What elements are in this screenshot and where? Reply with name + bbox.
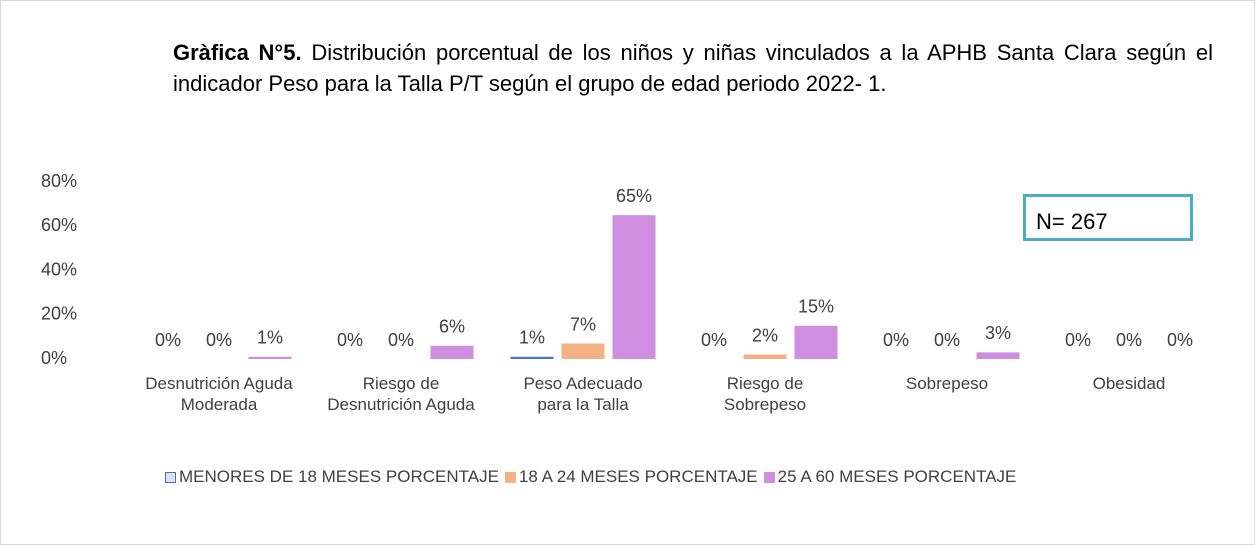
legend-swatch xyxy=(763,471,775,483)
legend-item: 25 A 60 MESES PORCENTAJE xyxy=(763,467,1017,487)
data-label: 0% xyxy=(155,330,181,350)
data-label: 6% xyxy=(439,316,465,336)
legend-label: MENORES DE 18 MESES PORCENTAJE xyxy=(179,467,499,486)
y-tick-label: 0% xyxy=(41,348,67,368)
chart-title-bold: Gràfica N°5. xyxy=(173,40,302,65)
data-label: 0% xyxy=(1116,330,1142,350)
data-label: 0% xyxy=(883,330,909,350)
chart-title: Distribución porcentual de los niños y n… xyxy=(173,40,1213,96)
x-tick-label: Sobrepeso xyxy=(905,374,989,393)
data-label: 0% xyxy=(337,330,363,350)
bar xyxy=(743,354,787,359)
x-tick-label: Desnutrición Aguda Moderada xyxy=(145,374,293,414)
data-label: 1% xyxy=(257,328,283,348)
x-tick-label: Riesgo de Sobrepeso xyxy=(723,374,807,414)
data-label: 0% xyxy=(934,330,960,350)
y-tick-label: 40% xyxy=(41,259,77,279)
bar xyxy=(430,345,474,359)
bar xyxy=(561,343,605,359)
data-label: 0% xyxy=(1167,330,1193,350)
legend: MENORES DE 18 MESES PORCENTAJE 18 A 24 ME… xyxy=(165,467,1045,487)
data-label: 7% xyxy=(570,314,596,334)
data-label: 65% xyxy=(616,186,652,206)
data-label: 0% xyxy=(388,330,414,350)
legend-swatch xyxy=(165,471,176,483)
y-tick-label: 20% xyxy=(41,304,77,324)
data-label: 3% xyxy=(985,323,1011,343)
x-tick-label: Peso Adecuado para la Talla xyxy=(523,374,643,414)
data-label: 0% xyxy=(701,330,727,350)
data-label: 0% xyxy=(1065,330,1091,350)
bar xyxy=(794,325,838,359)
legend-label: 18 A 24 MESES PORCENTAJE xyxy=(518,467,758,486)
data-label: 0% xyxy=(206,330,232,350)
bar xyxy=(612,215,656,359)
bar xyxy=(510,356,554,359)
x-tick-label: Riesgo de Desnutrición Aguda xyxy=(327,374,475,414)
y-tick-label: 60% xyxy=(41,215,77,235)
legend-label: 25 A 60 MESES PORCENTAJE xyxy=(777,467,1017,486)
bar xyxy=(248,356,292,359)
y-tick-label: 80% xyxy=(41,171,77,191)
bar xyxy=(976,352,1020,359)
chart-title-block: Gràfica N°5. Distribución porcentual de … xyxy=(173,37,1213,99)
data-label: 2% xyxy=(752,325,778,345)
data-label: 1% xyxy=(519,328,545,348)
legend-item: MENORES DE 18 MESES PORCENTAJE xyxy=(165,467,499,487)
annotation: N= 267 xyxy=(1023,194,1193,241)
x-tick-label: Obesidad xyxy=(1092,374,1166,393)
legend-item: 18 A 24 MESES PORCENTAJE xyxy=(504,467,758,487)
legend-swatch xyxy=(504,471,516,483)
data-label: 15% xyxy=(798,297,834,317)
